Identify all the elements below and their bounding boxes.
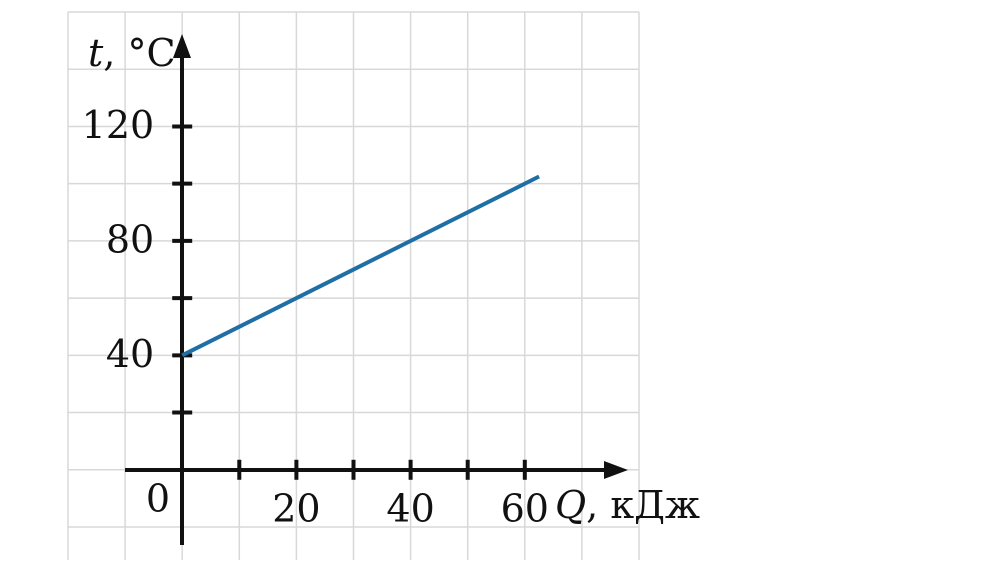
y-tick-label: 120 <box>82 103 155 147</box>
x-tick-label: 40 <box>386 486 434 530</box>
data-line <box>181 174 540 358</box>
x-tick-label: 20 <box>272 486 320 530</box>
x-axis-label: Q, кДж <box>555 483 700 527</box>
origin-label: 0 <box>146 477 170 521</box>
x-unit: , кДж <box>586 483 700 527</box>
y-unit: , °C <box>103 31 175 75</box>
x-arrow <box>604 461 628 479</box>
y-tick-label: 40 <box>106 332 154 376</box>
x-tick-label: 60 <box>501 486 549 530</box>
y-tick-label: 80 <box>106 217 154 261</box>
y-arrow <box>173 34 191 58</box>
x-var: Q <box>555 483 586 527</box>
y-var: t <box>88 31 104 75</box>
y-axis-label: t, °C <box>88 31 176 75</box>
